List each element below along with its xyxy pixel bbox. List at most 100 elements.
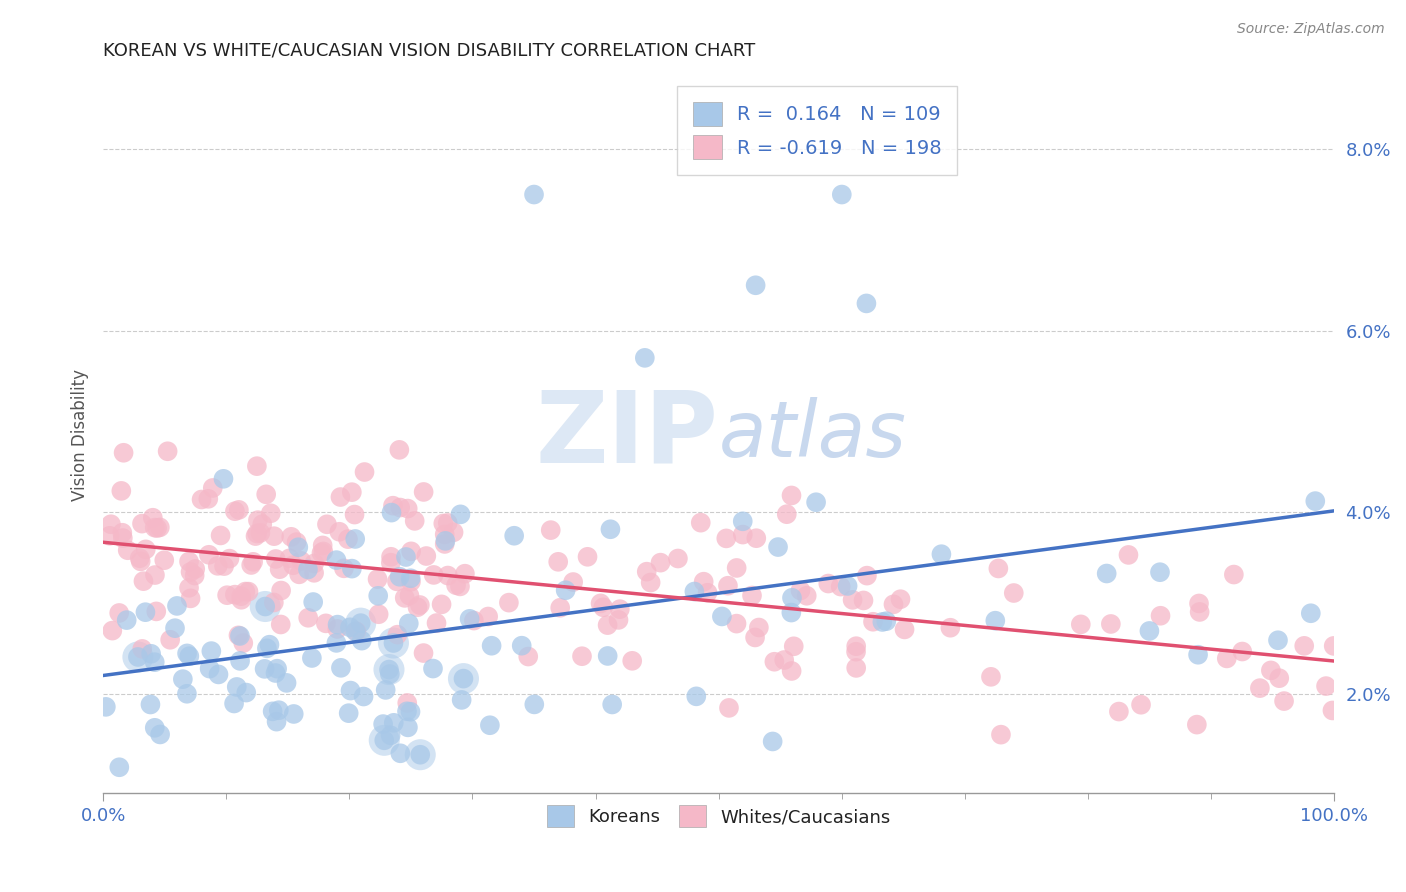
Point xyxy=(183,568,205,582)
Point xyxy=(153,553,176,567)
Point xyxy=(180,565,202,579)
Point xyxy=(198,662,221,676)
Point xyxy=(245,529,267,543)
Point xyxy=(156,444,179,458)
Point xyxy=(209,528,232,542)
Point xyxy=(197,491,219,506)
Point xyxy=(281,558,304,573)
Point xyxy=(523,187,546,202)
Point xyxy=(229,654,252,668)
Point xyxy=(987,561,1010,575)
Point xyxy=(453,672,475,686)
Point xyxy=(1118,548,1140,562)
Point xyxy=(312,544,335,558)
Point xyxy=(1099,617,1122,632)
Point xyxy=(94,699,117,714)
Point xyxy=(184,562,207,576)
Point xyxy=(343,508,366,522)
Point xyxy=(108,606,131,620)
Point xyxy=(450,693,472,707)
Point xyxy=(523,698,546,712)
Point xyxy=(1260,664,1282,678)
Point xyxy=(329,661,352,675)
Point xyxy=(478,718,501,732)
Point xyxy=(336,532,359,546)
Point xyxy=(337,706,360,721)
Point xyxy=(198,548,221,562)
Point xyxy=(259,638,281,652)
Point xyxy=(666,551,689,566)
Point xyxy=(388,442,411,457)
Point xyxy=(1149,608,1171,623)
Point xyxy=(287,540,309,554)
Point xyxy=(163,621,186,635)
Point xyxy=(599,522,621,536)
Point xyxy=(217,588,239,602)
Point xyxy=(200,644,222,658)
Point xyxy=(689,516,711,530)
Point xyxy=(939,621,962,635)
Point xyxy=(325,553,347,567)
Point xyxy=(389,746,412,760)
Point xyxy=(222,697,245,711)
Point xyxy=(404,514,426,528)
Point xyxy=(378,667,401,681)
Point xyxy=(406,600,429,615)
Point xyxy=(872,615,894,629)
Point xyxy=(396,501,419,516)
Point xyxy=(166,599,188,613)
Point xyxy=(548,600,571,615)
Point xyxy=(845,639,868,653)
Point xyxy=(856,568,879,582)
Point xyxy=(110,483,132,498)
Point xyxy=(425,615,447,630)
Point xyxy=(207,558,229,573)
Point xyxy=(380,549,402,564)
Point xyxy=(373,733,395,747)
Point xyxy=(263,595,285,609)
Point xyxy=(875,614,897,628)
Point xyxy=(367,572,389,586)
Point xyxy=(378,663,401,677)
Point xyxy=(600,698,623,712)
Point xyxy=(326,622,349,636)
Point xyxy=(396,696,419,710)
Point xyxy=(246,513,269,527)
Point xyxy=(333,561,356,575)
Point xyxy=(780,606,803,620)
Point xyxy=(380,728,402,742)
Point xyxy=(725,561,748,575)
Point xyxy=(394,591,416,605)
Point xyxy=(212,472,235,486)
Point xyxy=(634,351,657,365)
Point xyxy=(831,187,853,202)
Point xyxy=(1188,605,1211,619)
Y-axis label: Vision Disability: Vision Disability xyxy=(72,369,89,501)
Point xyxy=(481,639,503,653)
Point xyxy=(510,639,533,653)
Point xyxy=(409,598,432,612)
Point xyxy=(180,591,202,606)
Point xyxy=(388,570,411,584)
Point xyxy=(283,706,305,721)
Point xyxy=(1294,639,1316,653)
Point xyxy=(1130,698,1153,712)
Point xyxy=(149,727,172,741)
Point xyxy=(177,581,200,595)
Point xyxy=(145,604,167,618)
Point xyxy=(1315,679,1337,693)
Point xyxy=(399,571,422,585)
Point xyxy=(134,605,156,619)
Point xyxy=(112,446,135,460)
Point xyxy=(254,599,277,614)
Point xyxy=(246,526,269,541)
Point xyxy=(231,592,253,607)
Point xyxy=(172,672,194,686)
Point xyxy=(266,662,288,676)
Point xyxy=(339,683,361,698)
Point xyxy=(931,547,953,561)
Point xyxy=(562,574,585,589)
Point xyxy=(1223,567,1246,582)
Point xyxy=(132,574,155,589)
Point xyxy=(547,555,569,569)
